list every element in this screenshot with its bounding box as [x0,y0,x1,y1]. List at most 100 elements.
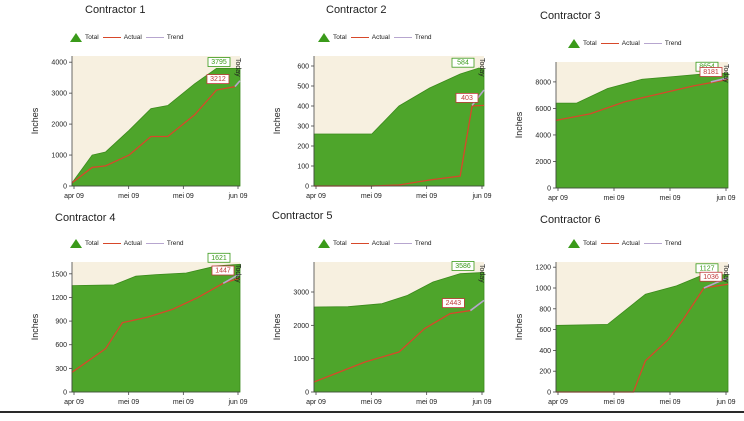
chart-panel-contractor-1: Contractor 1 Total Actual Trend 0 1000 2000 30… [10,4,250,209]
series-trend-line [222,273,241,284]
y-tick-label: 1500 [51,271,67,278]
legend-label-trend: Trend [414,33,432,41]
y-tick-label: 400 [297,104,309,111]
legend-label-trend: Trend [414,239,432,247]
legend-label-trend: Trend [166,239,184,247]
y-tick-label: 1000 [293,356,309,363]
chart-legend: Total Actual Trend [568,236,682,250]
chart-panel-contractor-6: Contractor 6 Total Actual Trend 0 200 400 600 8… [500,210,740,415]
actual-value-tag [441,298,465,308]
y-tick-label: 0 [547,390,551,397]
legend-swatch-actual [350,242,369,244]
chart-panel-contractor-2: Contractor 2 Total Actual Trend 0 100 200 300 4… [256,4,496,209]
today-marker-label: Today [722,64,729,83]
series-total-area [555,274,729,393]
total-value-tag [451,57,475,68]
today-marker-label: Today [234,264,241,283]
x-tick-label: jun 09 [471,193,491,200]
legend-item-trend: Trend [643,239,682,247]
x-tick-label: apr 09 [306,399,326,406]
legend-swatch-total [568,238,580,248]
x-tick-label: jun 09 [227,193,247,200]
legend-item-actual: Actual [600,40,640,47]
y-axis-label: Inches [514,111,524,138]
legend-label-trend: Trend [166,33,184,41]
y-tick-label: 0 [305,390,309,397]
y-tick-label: 200 [539,369,551,376]
today-marker-label: Today [478,264,485,283]
y-tick-label: 600 [297,64,309,71]
legend-label-trend: Trend [664,239,682,247]
x-tick-label: mei 09 [659,399,680,406]
legend-label-total: Total [85,33,99,41]
y-axis-label: Inches [514,313,524,340]
chart-title: Contractor 1 [85,4,146,16]
actual-value-label: 403 [461,95,473,102]
legend-swatch-trend [145,242,164,244]
y-tick-label: 300 [297,124,309,131]
y-axis-label: Inches [30,107,40,134]
legend-swatch-total [70,238,82,248]
series-trend-line [234,80,241,88]
actual-value-label: 3212 [210,76,226,83]
legend-swatch-actual [350,36,369,38]
y-tick-label: 900 [55,319,67,326]
legend-swatch-actual [600,242,619,244]
y-tick-label: 3000 [51,91,67,98]
chart-legend: Total Actual Trend [318,236,432,250]
legend-label-trend: Trend [664,39,682,47]
legend-label-actual: Actual [123,33,142,41]
y-tick-label: 200 [297,144,309,151]
y-tick-label: 0 [63,184,67,191]
y-tick-label: 2000 [535,159,551,166]
total-value-label: 1127 [699,265,714,272]
legend-item-actual: Actual [102,33,142,41]
legend-item-total: Total [70,238,99,248]
y-tick-label: 1200 [535,265,551,272]
actual-value-tag [699,271,723,282]
series-total-area [555,72,729,189]
x-tick-label: mei 09 [173,399,194,406]
legend-item-actual: Actual [102,240,142,247]
series-actual-line [555,78,729,121]
chart-plot: 0 100 200 300 400 500 600 apr 09 mei 09 mei 09 jun… [272,56,492,200]
series-actual-line [71,85,236,184]
chart-plot: 0 2000 4000 6000 8000 apr 09 mei 09 mei 09 jun 0… [514,61,736,202]
x-tick-label: mei 09 [416,193,437,200]
total-value-tag [207,57,231,67]
x-tick-label: jun 09 [715,399,735,406]
series-trend-line [710,77,729,83]
y-tick-label: 300 [55,366,67,373]
total-value-label: 1621 [211,255,227,262]
actual-value-label: 1447 [215,267,231,274]
chart-plot: 0 200 400 600 800 1000 1200 apr 09 mei 09 mei 09 j… [514,262,736,406]
x-tick-label: mei 09 [173,193,194,200]
legend-item-actual: Actual [600,240,640,247]
legend-swatch-total [318,238,330,248]
series-trend-line [469,299,485,312]
legend-swatch-trend [145,36,164,38]
x-tick-label: apr 09 [306,193,326,200]
legend-item-total: Total [568,238,597,248]
y-tick-label: 400 [539,348,551,355]
legend-item-trend: Trend [643,39,682,47]
chart-title: Contractor 3 [540,10,601,22]
x-tick-label: mei 09 [361,399,382,406]
legend-item-trend: Trend [145,239,184,247]
y-tick-label: 800 [539,306,551,313]
x-tick-label: mei 09 [118,399,139,406]
y-tick-label: 500 [297,84,309,91]
chart-legend: Total Actual Trend [70,30,184,44]
y-tick-label: 1200 [51,295,67,302]
legend-item-actual: Actual [350,240,390,247]
actual-value-label: 8181 [703,69,719,76]
chart-legend: Total Actual Trend [318,30,432,44]
x-tick-label: mei 09 [659,195,680,202]
legend-swatch-total [318,32,330,42]
legend-item-total: Total [318,32,347,42]
actual-value-label: 1036 [703,274,719,281]
y-axis-label: Inches [272,107,282,134]
chart-plot: 0 1000 2000 3000 apr 09 mei 09 mei 09 jun 09 Inc… [272,261,492,406]
bottom-divider [0,411,744,413]
legend-label-total: Total [333,33,347,41]
